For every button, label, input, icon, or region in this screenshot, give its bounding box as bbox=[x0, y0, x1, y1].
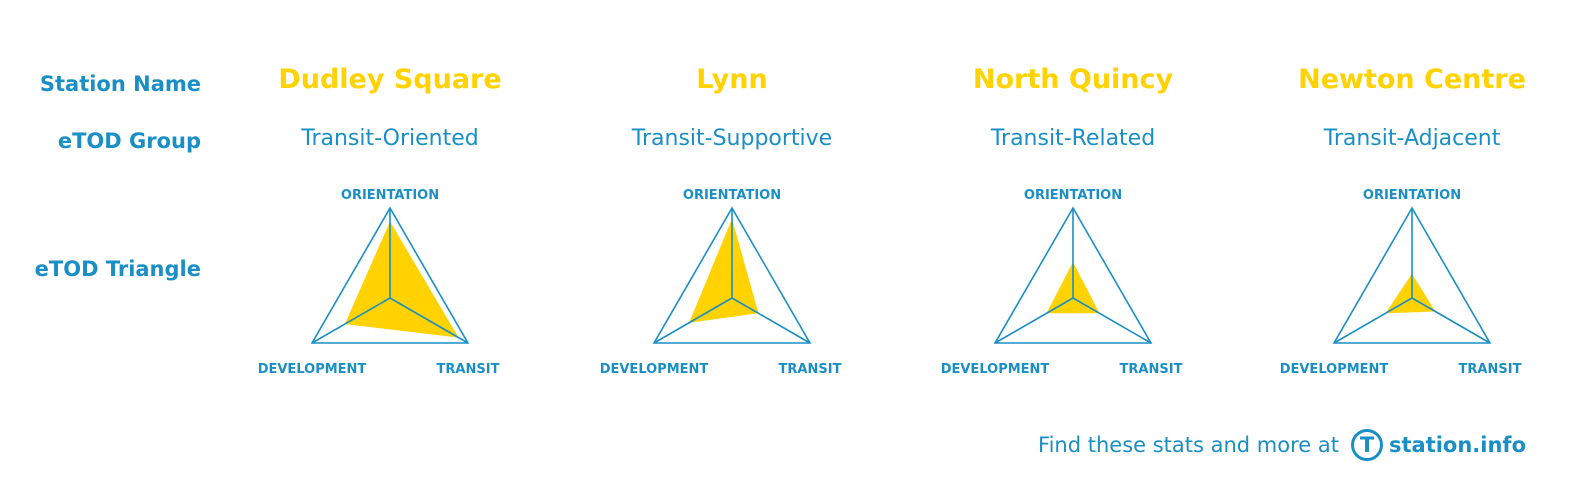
triangle-outline bbox=[310, 206, 470, 344]
etod-group-name: Transit-Oriented bbox=[301, 126, 479, 151]
station-column: Dudley Square Transit-Oriented ORIENTATION… bbox=[230, 0, 550, 400]
etod-group-name: Transit-Related bbox=[990, 126, 1156, 151]
etod-data-area bbox=[344, 221, 459, 338]
axis-label-orientation: ORIENTATION bbox=[683, 188, 781, 203]
row-label-etod-group: eTOD Group bbox=[57, 129, 201, 153]
axis-label-transit: TRANSIT bbox=[779, 362, 842, 377]
station-column: North Quincy Transit-Related ORIENTATION TR… bbox=[913, 0, 1233, 400]
axis-label-development: DEVELOPMENT bbox=[1280, 362, 1389, 377]
axis-label-transit: TRANSIT bbox=[1459, 362, 1522, 377]
axis-label-development: DEVELOPMENT bbox=[600, 362, 709, 377]
axis-label-transit: TRANSIT bbox=[1120, 362, 1183, 377]
t-logo-icon: T bbox=[1350, 429, 1383, 461]
row-label-etod-triangle: eTOD Triangle bbox=[34, 257, 201, 281]
station-name: North Quincy bbox=[972, 64, 1174, 95]
triangle-outline bbox=[652, 206, 812, 344]
triangle-outline bbox=[1332, 206, 1492, 344]
axis-spoke-development bbox=[653, 297, 733, 344]
axis-label-transit: TRANSIT bbox=[437, 362, 500, 377]
station-info-link[interactable]: station.info bbox=[1388, 433, 1526, 457]
etod-triangle-chart: ORIENTATION TRANSIT DEVELOPMENT bbox=[1280, 188, 1522, 377]
station-column: Lynn Transit-Supportive ORIENTATION TRANSIT… bbox=[572, 0, 892, 400]
station-column: Newton Centre Transit-Adjacent ORIENTATION… bbox=[1252, 0, 1572, 400]
axis-spoke-development bbox=[1333, 297, 1413, 344]
axis-spoke-transit bbox=[1411, 297, 1491, 344]
station-name: Lynn bbox=[696, 64, 768, 95]
station-name: Newton Centre bbox=[1298, 64, 1526, 95]
station-name: Dudley Square bbox=[278, 64, 502, 95]
etod-group-name: Transit-Adjacent bbox=[1323, 126, 1501, 151]
axis-spoke-development bbox=[994, 297, 1074, 344]
axis-spoke-transit bbox=[731, 297, 811, 344]
axis-spoke-development bbox=[311, 297, 391, 344]
etod-triangle-chart: ORIENTATION TRANSIT DEVELOPMENT bbox=[258, 188, 500, 377]
axis-label-orientation: ORIENTATION bbox=[341, 188, 439, 203]
triangle-outline bbox=[993, 206, 1153, 344]
etod-triangle-chart: ORIENTATION TRANSIT DEVELOPMENT bbox=[941, 188, 1183, 377]
row-label-station-name: Station Name bbox=[39, 72, 201, 96]
axis-spoke-transit bbox=[1072, 297, 1152, 344]
axis-label-orientation: ORIENTATION bbox=[1363, 188, 1461, 203]
etod-data-area bbox=[689, 218, 759, 323]
axis-label-development: DEVELOPMENT bbox=[258, 362, 367, 377]
footer: Find these stats and more at T station.i… bbox=[1038, 424, 1526, 466]
footer-text: Find these stats and more at bbox=[1038, 433, 1339, 457]
axis-label-development: DEVELOPMENT bbox=[941, 362, 1050, 377]
axis-spoke-transit bbox=[389, 297, 469, 344]
t-logo-letter: T bbox=[1359, 432, 1375, 457]
axis-label-orientation: ORIENTATION bbox=[1024, 188, 1122, 203]
etod-group-name: Transit-Supportive bbox=[631, 126, 833, 151]
etod-triangle-chart: ORIENTATION TRANSIT DEVELOPMENT bbox=[600, 188, 842, 377]
